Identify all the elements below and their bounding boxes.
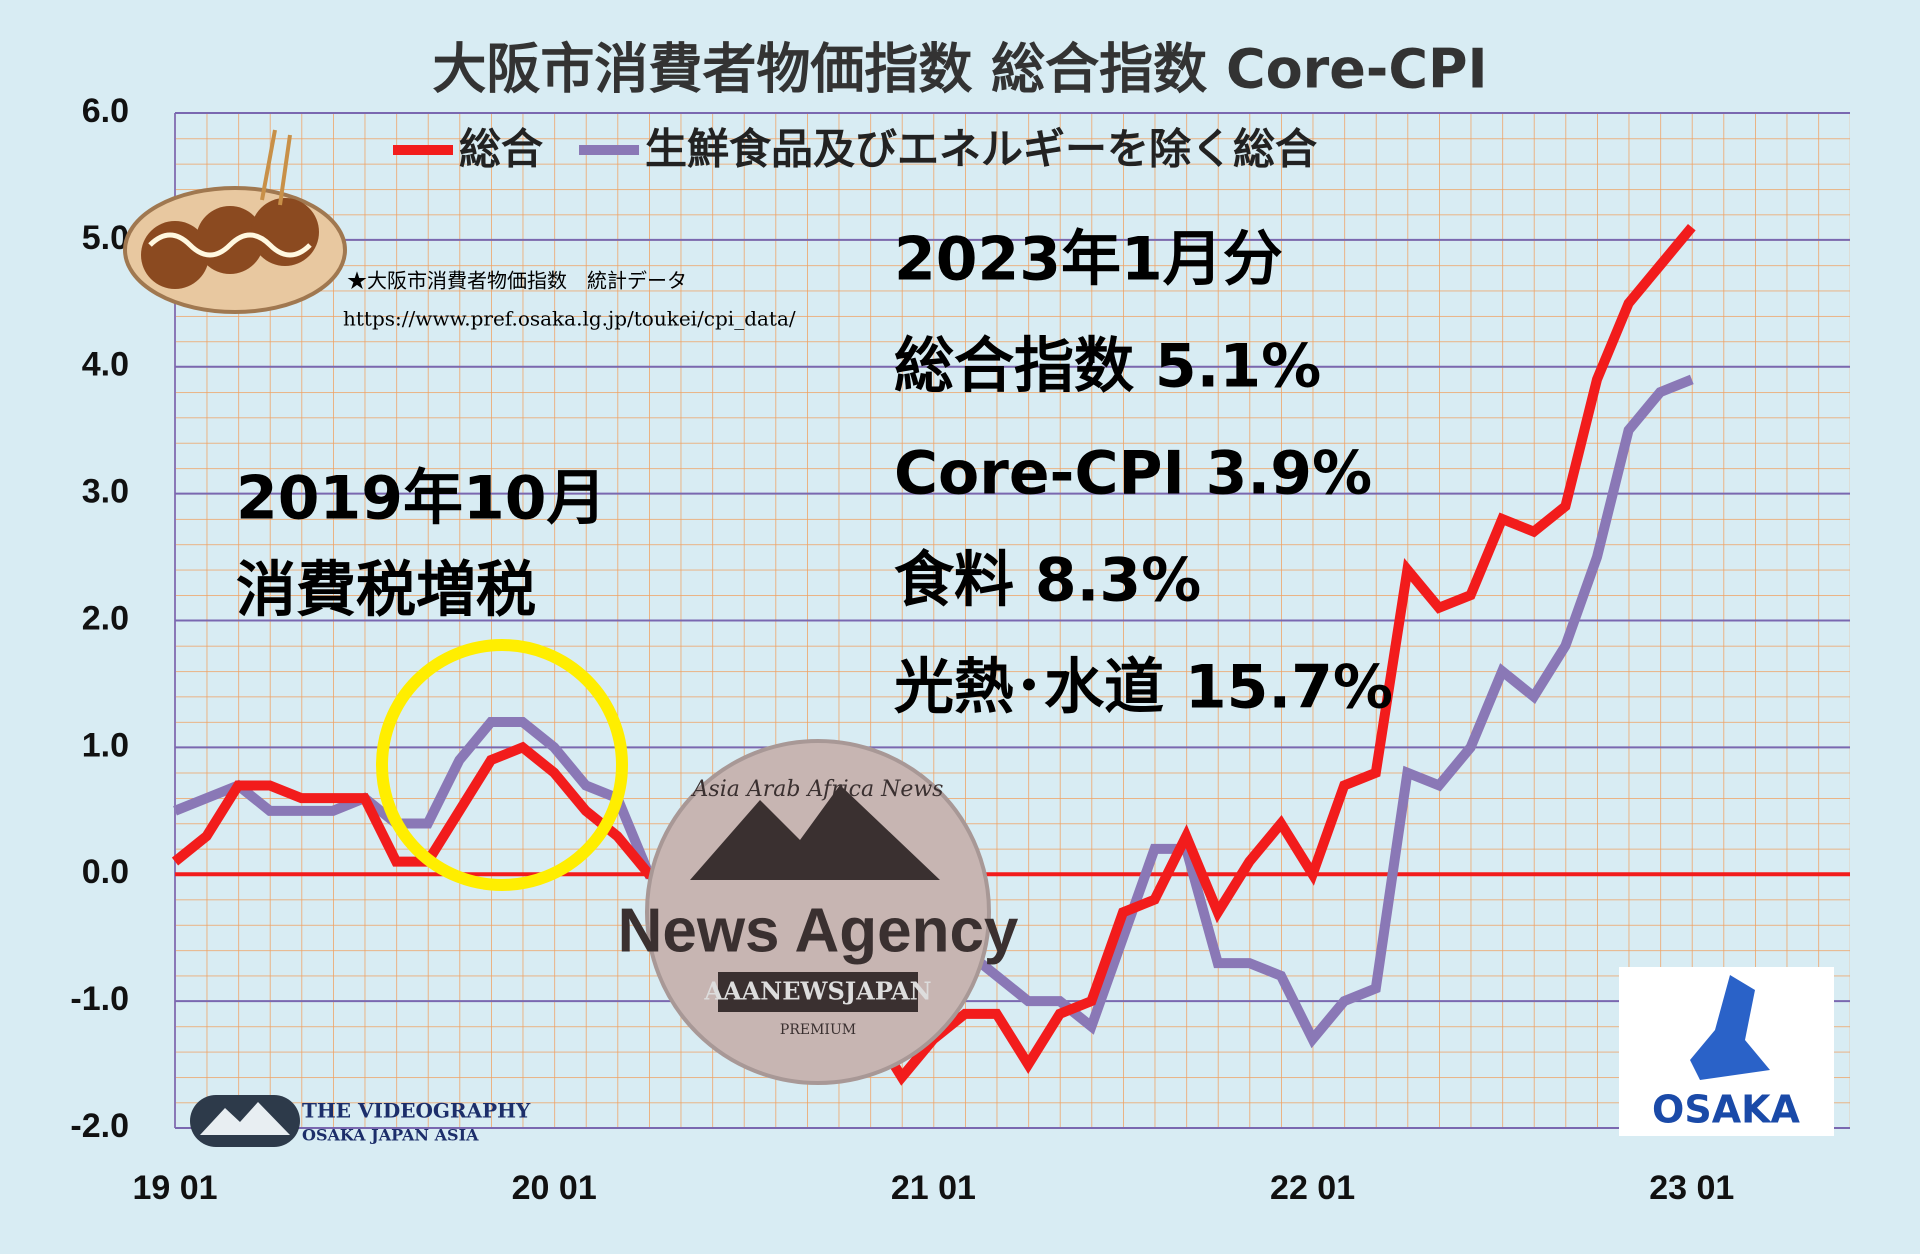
agency-ribbon: AAANEWSJAPAN <box>703 977 931 1006</box>
x-tick-label: 20 01 <box>512 1169 597 1207</box>
y-tick-label: 0.0 <box>82 853 129 891</box>
x-tick-label: 21 01 <box>891 1169 976 1207</box>
osaka-text: OSAKA <box>1652 1088 1801 1132</box>
agency-name: News Agency <box>618 896 1019 965</box>
osaka-logo: OSAKA <box>1619 967 1834 1136</box>
y-tick-label: 6.0 <box>82 92 129 130</box>
annotation: Core-CPI 3.9% <box>894 439 1372 509</box>
source-url: https://www.pref.osaka.lg.jp/toukei/cpi_… <box>343 307 796 331</box>
x-tick-label: 22 01 <box>1270 1169 1355 1207</box>
x-tick-label: 23 01 <box>1649 1169 1734 1207</box>
agency-arc: Asia Arab Africa News <box>691 777 944 802</box>
takoyaki-logo <box>123 129 347 314</box>
y-tick-label: -2.0 <box>70 1107 129 1145</box>
y-tick-label: 2.0 <box>82 599 129 637</box>
videography-sub: OSAKA JAPAN ASIA <box>302 1126 479 1145</box>
y-tick-label: -1.0 <box>70 980 129 1018</box>
event-note: 2019年10月 <box>236 464 607 534</box>
videography-name: THE VIDEOGRAPHY <box>302 1099 531 1123</box>
x-tick-label: 19 01 <box>132 1169 217 1207</box>
agency-tier: PREMIUM <box>780 1022 856 1038</box>
chart-title: 大阪市消費者物価指数 総合指数 Core-CPI <box>432 38 1487 101</box>
legend-label: 生鮮食品及びエネルギーを除く総合 <box>645 125 1317 174</box>
legend-label: 総合 <box>459 125 543 174</box>
source-label: ★大阪市消費者物価指数 統計データ <box>347 269 687 293</box>
annotation: 光熱･水道 15.7% <box>894 653 1393 723</box>
agency-watermark: Asia Arab Africa News News Agency AAANEW… <box>618 739 1019 1085</box>
highlight-circle <box>376 639 628 891</box>
videography-logo: THE VIDEOGRAPHY OSAKA JAPAN ASIA <box>190 1095 531 1147</box>
y-tick-label: 3.0 <box>82 473 129 511</box>
event-note: 消費税増税 <box>236 556 536 626</box>
annotation: 食料 8.3% <box>894 546 1201 616</box>
y-tick-label: 1.0 <box>82 726 129 764</box>
annotation: 2023年1月分 <box>894 225 1283 295</box>
y-tick-label: 5.0 <box>82 219 129 257</box>
y-tick-label: 4.0 <box>82 346 129 384</box>
annotation: 総合指数 5.1% <box>894 332 1321 402</box>
